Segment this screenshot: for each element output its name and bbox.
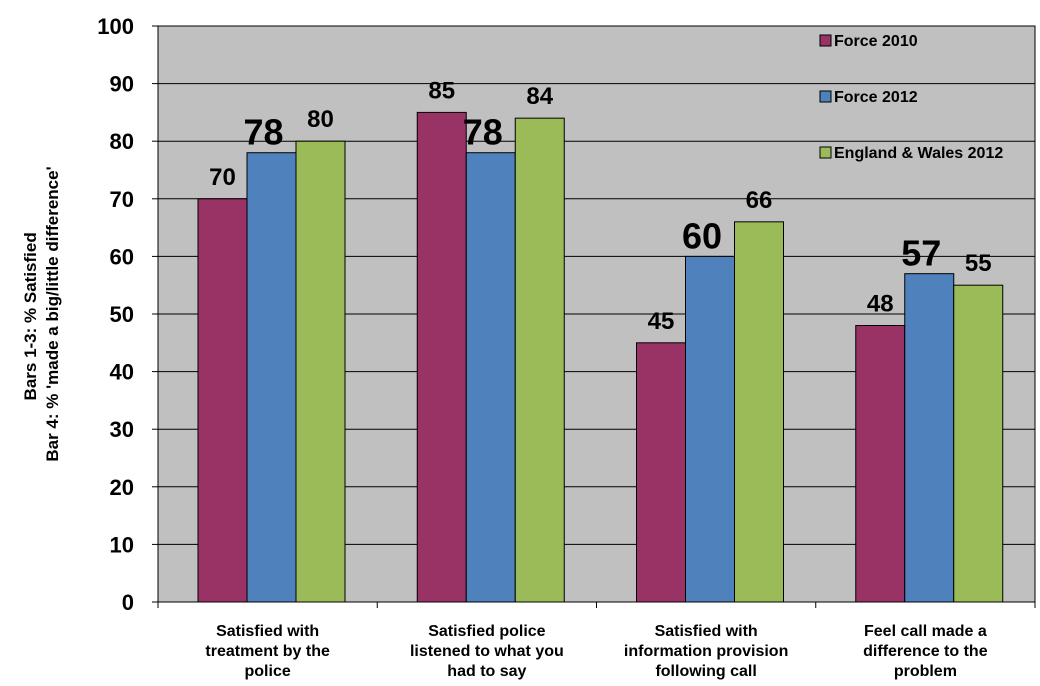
bar xyxy=(904,273,955,603)
y-axis-label-line-1: Bars 1-3: % Satisfied xyxy=(21,232,40,400)
y-tick-label: 60 xyxy=(110,244,134,269)
data-labels: 70 78 80 85 78 84 45 60 66 48 57 55 xyxy=(209,77,991,334)
data-label: 78 xyxy=(463,112,503,153)
y-tick-label: 90 xyxy=(110,72,134,97)
category-labels: Satisfied with treatment by the policeSati… xyxy=(205,623,987,680)
bar xyxy=(855,325,906,603)
bar xyxy=(197,198,248,603)
legend-swatch xyxy=(819,34,832,47)
data-label: 45 xyxy=(648,308,675,335)
legend-swatch xyxy=(819,90,832,103)
legend-label: Force 2010 xyxy=(834,33,918,50)
category-label-line: Satisfied with xyxy=(216,623,319,640)
bar xyxy=(465,152,516,603)
data-label: 80 xyxy=(307,106,334,133)
data-label: 85 xyxy=(428,77,455,104)
legend-swatch xyxy=(819,146,832,159)
legend-label: Force 2012 xyxy=(834,89,918,106)
data-label: 84 xyxy=(526,83,553,110)
data-label: 78 xyxy=(243,112,283,153)
y-axis-label-line-2: Bar 4: % 'made a big/little difference' xyxy=(43,166,62,461)
legend: Force 2010 Force 2012 England & Wales 2012 xyxy=(819,33,1003,162)
category-label-line: following call xyxy=(655,663,756,680)
bar xyxy=(685,255,735,603)
bar xyxy=(416,111,467,603)
bar xyxy=(246,152,297,603)
y-tick-label: 40 xyxy=(110,360,134,385)
bar xyxy=(514,117,565,603)
y-tick-label: 70 xyxy=(110,187,134,212)
data-label: 60 xyxy=(682,215,722,256)
y-axis-label: Bars 1-3: % Satisfied Bar 4: % 'made a b… xyxy=(21,166,62,461)
bar xyxy=(953,284,1004,603)
category-label-line: treatment by the xyxy=(205,643,330,660)
category-label-line: Feel call made a xyxy=(864,623,987,640)
y-tick-label: 0 xyxy=(122,590,134,615)
category-label: Satisfied police listened to what you had … xyxy=(410,623,564,680)
bar xyxy=(636,342,686,603)
y-tick-label: 20 xyxy=(110,475,134,500)
data-label: 48 xyxy=(867,291,894,318)
y-tick-labels: 0 10 20 30 40 50 60 70 80 90 100 xyxy=(97,14,134,615)
bar xyxy=(295,140,346,603)
data-label: 66 xyxy=(746,187,773,214)
category-label: Satisfied with information provision follo… xyxy=(624,623,788,680)
data-label: 57 xyxy=(901,233,941,274)
bar xyxy=(734,221,784,603)
category-label: Feel call made a difference to the problem xyxy=(863,623,988,680)
y-tick-label: 100 xyxy=(97,14,134,39)
category-label-line: difference to the xyxy=(863,643,988,660)
category-label-line: had to say xyxy=(447,663,526,680)
data-label: 55 xyxy=(965,250,992,277)
axes xyxy=(152,25,1036,608)
category-label-line: listened to what you xyxy=(410,643,564,660)
y-tick-label: 30 xyxy=(110,417,134,442)
y-tick-label: 50 xyxy=(110,302,134,327)
category-label: Satisfied with treatment by the police xyxy=(205,623,330,680)
y-tick-label: 10 xyxy=(110,532,134,557)
legend-label: England & Wales 2012 xyxy=(834,145,1003,162)
data-label: 70 xyxy=(209,164,236,191)
category-label-line: police xyxy=(245,663,291,680)
category-label-line: problem xyxy=(894,663,957,680)
category-label-line: Satisfied with xyxy=(655,623,758,640)
y-tick-label: 80 xyxy=(110,129,134,154)
category-label-line: Satisfied police xyxy=(428,623,545,640)
category-label-line: information provision xyxy=(624,643,788,660)
